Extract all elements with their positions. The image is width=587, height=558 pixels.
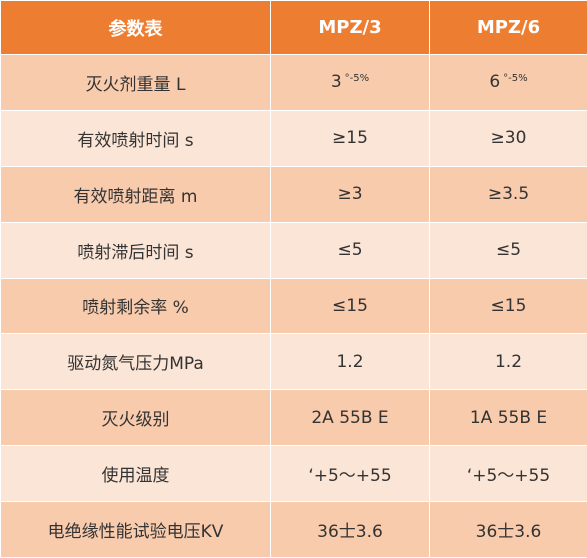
table-row: 有效喷射时间 s ≥15 ≥30 xyxy=(0,109,587,167)
row-value-mpz6: 1.2 xyxy=(429,333,587,391)
row-value-mpz3: ≥15 xyxy=(270,109,430,167)
row-label: 有效喷射距离 m xyxy=(0,165,271,223)
row-value-mpz6: ≤15 xyxy=(429,277,587,335)
table-row: 使用温度 ‘+5～+55 ‘+5～+55 xyxy=(0,445,587,502)
row-label: 喷射剩余率 % xyxy=(0,277,271,335)
row-value-mpz3: ‘+5～+55 xyxy=(270,445,430,502)
row-value-mpz6: ‘+5～+55 xyxy=(429,445,587,502)
header-model-mpz3: MPZ/3 xyxy=(270,0,430,55)
row-value-mpz6: ≥30 xyxy=(429,109,587,167)
row-value-mpz3: 2A 55B E xyxy=(270,389,430,447)
row-value-mpz3: 36士3.6 xyxy=(270,501,430,558)
row-value-mpz6: ≤5 xyxy=(429,221,587,279)
table-row: 电绝缘性能试验电压KV 36士3.6 36士3.6 xyxy=(0,501,587,558)
table-row: 喷射剩余率 % ≤15 ≤15 xyxy=(0,277,587,335)
row-label: 电绝缘性能试验电压KV xyxy=(0,501,271,558)
table-row: 驱动氮气压力MPa 1.2 1.2 xyxy=(0,333,587,391)
row-value-mpz3: 3 °-5% xyxy=(270,54,430,111)
row-value-mpz6: 6 °-5% xyxy=(429,54,587,111)
row-label: 使用温度 xyxy=(0,445,271,502)
row-value-mpz6: 36士3.6 xyxy=(429,501,587,558)
row-value-mpz3: ≥3 xyxy=(270,165,430,223)
header-row: 参数表 MPZ/3 MPZ/6 xyxy=(0,0,587,55)
table-row: 灭火级别 2A 55B E 1A 55B E xyxy=(0,389,587,447)
row-label: 灭火剂重量 L xyxy=(0,54,271,111)
row-value-mpz3: ≤15 xyxy=(270,277,430,335)
tolerance: °-5% xyxy=(344,72,370,84)
header-model-mpz6: MPZ/6 xyxy=(429,0,587,55)
row-label: 喷射滞后时间 s xyxy=(0,221,271,279)
table-row: 喷射滞后时间 s ≤5 ≤5 xyxy=(0,221,587,279)
row-label: 驱动氮气压力MPa xyxy=(0,333,271,391)
row-label: 有效喷射时间 s xyxy=(0,109,271,167)
value: 3 xyxy=(330,72,342,93)
row-label: 灭火级别 xyxy=(0,389,271,447)
tolerance: °-5% xyxy=(503,72,528,84)
header-param: 参数表 xyxy=(0,0,271,55)
row-value-mpz6: 1A 55B E xyxy=(429,389,587,447)
value: 6 xyxy=(489,72,501,93)
row-value-mpz6: ≥3.5 xyxy=(429,165,587,223)
table-row: 有效喷射距离 m ≥3 ≥3.5 xyxy=(0,165,587,223)
row-value-mpz3: 1.2 xyxy=(270,333,430,391)
row-value-mpz3: ≤5 xyxy=(270,221,430,279)
table-row: 灭火剂重量 L 3 °-5% 6 °-5% xyxy=(0,54,587,111)
